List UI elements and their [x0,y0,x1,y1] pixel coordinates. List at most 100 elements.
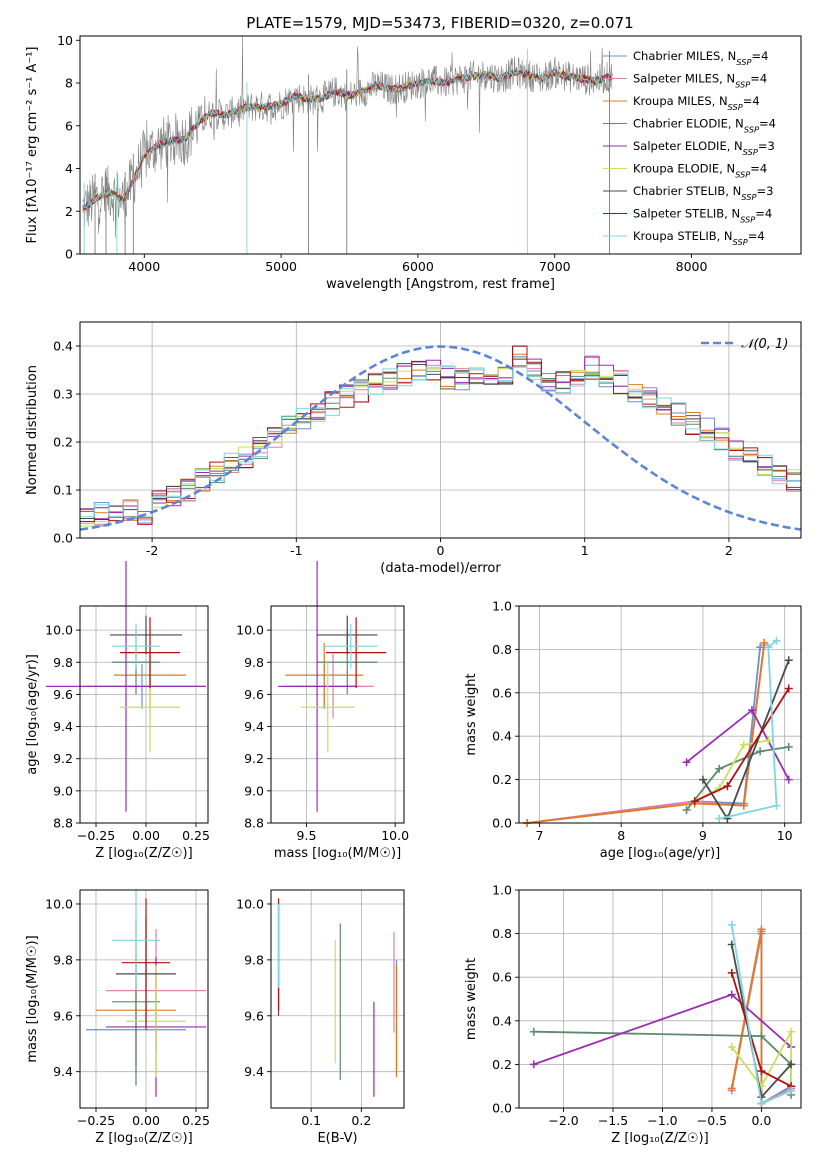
residuals-hist-line [80,353,801,521]
residuals-xlabel: (data-model)/error [380,561,501,576]
spectrum-legend-label: Kroupa MILES, NSSP=4 [633,94,760,112]
mass-weight-vs-age-ytick-label: 0.6 [492,685,512,700]
age-vs-Z-ytick-label: 9.2 [53,751,73,766]
spectrum-plot-border [79,35,802,255]
spectrum-legend-label: Salpeter ELODIE, NSSP=3 [633,139,775,157]
spectrum-xtick-label: 7000 [539,259,571,274]
spectrum-frame: 4000 5000 6000 7000 8000 0 2 4 6 8 10 wavelength [A… [25,33,802,292]
residuals-hist-line [80,366,801,518]
mass-weight-vs-age-plot-border [518,605,802,824]
spectrum-ytick-label: 4 [65,161,73,176]
mass-weight-vs-Z-point-marker [757,1066,766,1075]
residuals-ytick-label: 0.0 [53,531,73,546]
mass-weight-vs-age-point-marker [764,643,773,652]
mass-weight-vs-age-xtick-label: 10 [777,828,793,843]
mass-vs-EBV-series [277,898,398,1097]
age-vs-Z-ylabel: age [log₁₀(age/yr)] [25,654,40,775]
mass-vs-Z-plot-border [79,889,209,1109]
mass-vs-Z-ytick-label: 9.4 [53,1064,73,1079]
residuals-xtick-label: -1 [290,543,302,558]
mass-weight-vs-age-point-marker [690,797,699,806]
age-vs-mass-ytick-label: 9.0 [244,783,264,798]
mass-weight-vs-age-ylabel: mass weight [464,673,479,755]
mass-vs-Z-ytick-label: 9.8 [53,952,73,967]
mass-weight-vs-Z-point-marker [787,1060,796,1069]
spectrum-legend-label: Chabrier MILES, NSSP=4 [633,49,768,67]
mass-weight-vs-Z-plot-border [518,889,802,1109]
mass-weight-vs-Z-xlabel: Z [log₁₀(Z/Z☉)] [611,1131,708,1146]
mass-weight-vs-age-ytick-label: 0.4 [492,729,512,744]
mass-weight-vs-age-point-marker [723,782,732,791]
age-vs-mass-ytick-label: 9.8 [244,655,264,670]
spectrum-data-line [82,36,613,238]
mass-weight-vs-Z-point-marker [787,1086,796,1095]
mass-weight-vs-Z-point-marker [727,1042,736,1051]
mass-vs-Z-frame: −0.25 0.00 0.25 9.4 9.6 9.8 10.0 Z [log₁₀(Z/Z☉)… [25,889,210,1146]
spectrum-model-line [82,68,613,209]
mass-weight-vs-age-ytick-label: 0.2 [492,772,512,787]
spectrum-xtick-label: 4000 [128,259,160,274]
age-vs-mass-ytick-label: 10.0 [236,623,264,638]
age-vs-Z-plot-border [79,605,209,824]
mass-weight-vs-age-point-marker [756,747,765,756]
mass-weight-vs-Z-point-marker [757,925,766,934]
spectrum-ytick-label: 10 [57,33,73,48]
mass-weight-vs-Z-point-marker [757,1099,766,1108]
mass-weight-vs-Z-point-marker [529,1027,538,1036]
mass-weight-vs-Z-point-marker [787,1027,796,1036]
residuals-hist-line [80,355,801,525]
mass-vs-Z-xtick-label: 0.25 [182,1113,210,1128]
age-vs-mass-ytick-label: 9.6 [244,687,264,702]
residuals-normal-curve [80,345,801,531]
age-vs-Z-ytick-label: 10.0 [45,623,73,638]
age-vs-Z-series [46,560,206,812]
age-vs-Z-ytick-label: 9.8 [53,655,73,670]
mass-weight-vs-Z-ytick-label: 0.8 [492,926,512,941]
mass-weight-vs-age-point-marker [739,740,748,749]
mass-weight-vs-Z-ytick-label: 0.0 [492,1101,512,1116]
mass-vs-EBV-ytick-label: 9.6 [244,1008,264,1023]
mass-weight-vs-age-xlabel: age [log₁₀(age/yr)] [600,846,721,861]
age-vs-mass-ytick-label: 9.2 [244,751,264,766]
spectrum-ytick-label: 6 [65,118,73,133]
residuals-ytick-label: 0.3 [53,387,73,402]
age-vs-mass-frame: 9.5 10.0 8.8 9.0 9.2 9.4 9.6 9.8 10.0 mass [log₁₀… [236,605,409,861]
mass-vs-Z-xtick-label: 0.00 [132,1113,160,1128]
mass-weight-vs-Z-xtick-label: −1.5 [598,1113,628,1128]
mass-vs-Z-series [86,890,206,1097]
spectrum-xtick-label: 5000 [265,259,297,274]
mass-weight-vs-age-xtick-label: 9 [699,828,707,843]
mass-weight-vs-age-series [523,636,793,827]
mass-weight-vs-Z-point-marker [727,920,736,929]
spectrum-ytick-label: 0 [65,247,73,262]
mass-weight-vs-age-point-marker [715,814,724,823]
mass-vs-Z-xlabel: Z [log₁₀(Z/Z☉)] [95,1131,192,1146]
mass-weight-vs-age-xtick-label: 8 [617,828,625,843]
mass-vs-Z-ytick-label: 9.6 [53,1008,73,1023]
age-vs-Z-ytick-label: 9.4 [53,719,73,734]
spectrum-legend-label: Chabrier STELIB, NSSP=3 [633,184,773,202]
residuals-legend-label: 𝒩(0, 1) [741,337,788,352]
spectrum-xlabel: wavelength [Angstrom, rest frame] [326,277,555,292]
spectrum-ytick-label: 8 [65,76,73,91]
age-vs-Z-ytick-label: 9.6 [53,687,73,702]
mass-weight-vs-Z-ytick-label: 1.0 [492,883,512,898]
spectrum-ytick-label: 2 [65,204,73,219]
residuals-hist-line [80,356,801,521]
age-vs-mass-ytick-label: 8.8 [244,816,264,831]
mass-vs-EBV-ytick-label: 10.0 [236,896,264,911]
mass-vs-EBV-frame: 0.1 0.2 9.4 9.6 9.8 10.0 E(B-V) [236,889,405,1146]
residuals-xtick-label: 0 [437,543,445,558]
spectrum-legend: Chabrier MILES, NSSP=4 Salpeter MILES, NS… [603,49,776,247]
residuals-frame: -2 -1 0 1 2 0.0 0.1 0.2 0.3 0.4 (data-model)/error… [25,321,802,576]
mass-weight-vs-age-point-marker [715,764,724,773]
mass-weight-vs-Z-xtick-label: 0.0 [751,1113,771,1128]
spectrum-xtick-label: 8000 [676,259,708,274]
mass-weight-vs-age-point-marker [784,775,793,784]
residuals-xtick-label: 1 [581,543,589,558]
age-vs-Z-xtick-label: 0.25 [182,828,210,843]
mass-vs-Z-ylabel: mass [log₁₀(M/M☉)] [25,935,40,1062]
